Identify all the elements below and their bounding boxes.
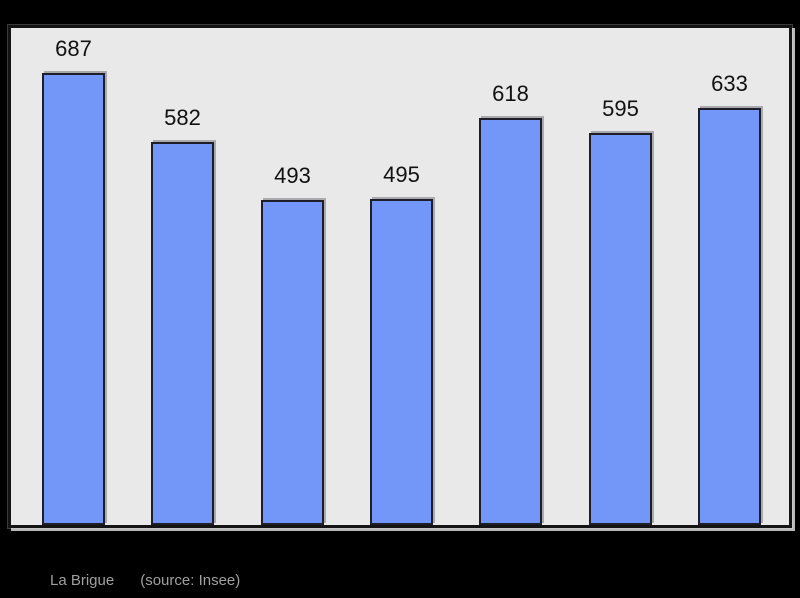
bar <box>589 133 652 525</box>
bar-value-label: 687 <box>55 36 92 61</box>
chart-panel: 687 582 493 495 618 595 633 <box>8 25 792 528</box>
bar <box>151 142 214 525</box>
bars-layer: 687 582 493 495 618 595 633 <box>11 28 789 525</box>
bar-value-label: 618 <box>492 81 529 106</box>
bar-value-label: 633 <box>711 71 748 96</box>
bar <box>370 199 433 525</box>
commune-name: La Brigue <box>50 572 115 589</box>
bar-value-label: 582 <box>164 105 201 130</box>
bar-value-label: 495 <box>383 162 420 187</box>
source-note: (source: Insee) <box>140 572 241 589</box>
bar-value-label: 595 <box>602 96 639 121</box>
bar-value-label: 493 <box>274 163 311 188</box>
bar <box>261 200 324 525</box>
bar <box>698 108 761 525</box>
chart-caption: La Brigue (source: Insee) <box>50 572 240 590</box>
bar <box>42 73 105 525</box>
bar <box>479 118 542 525</box>
